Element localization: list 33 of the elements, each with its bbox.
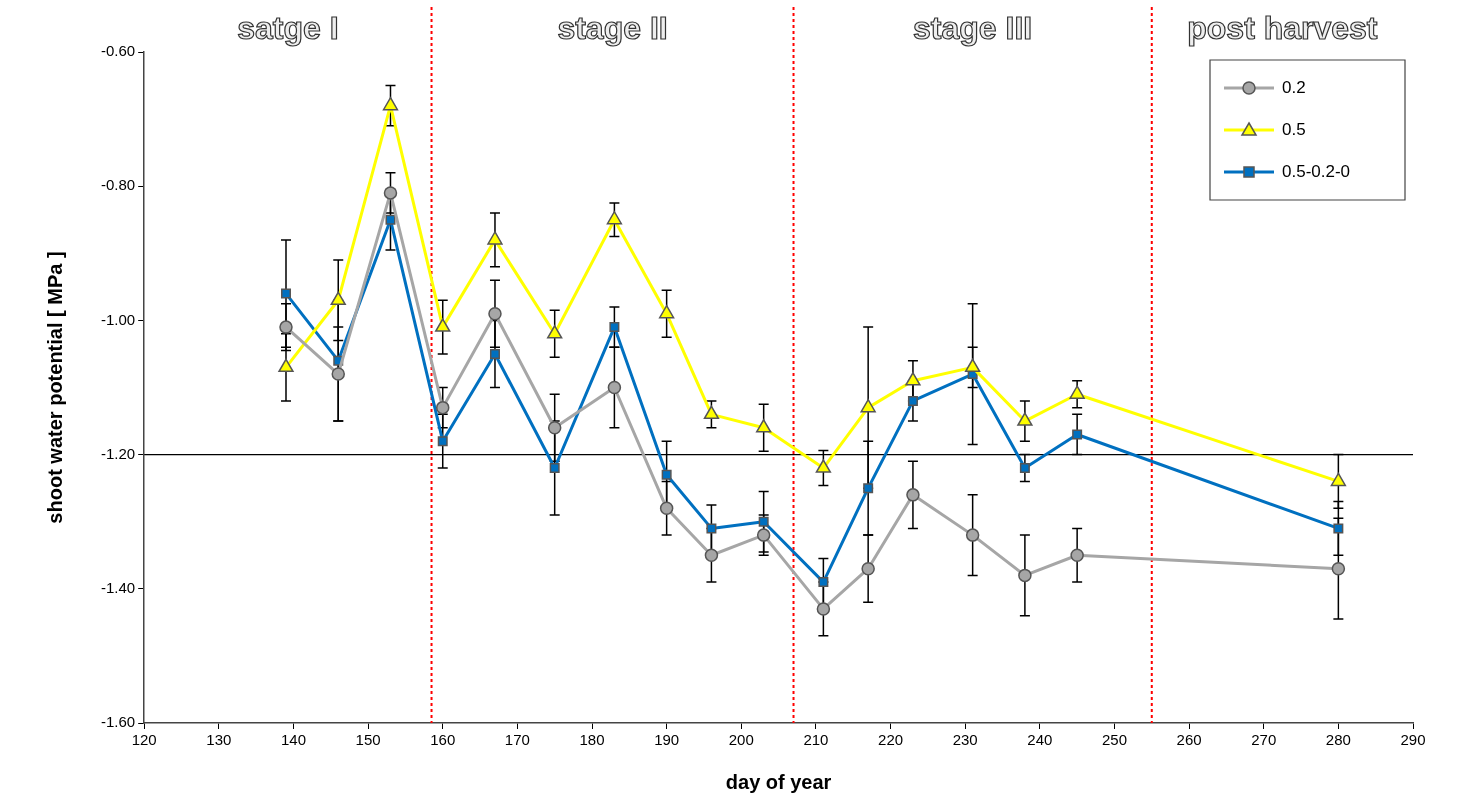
x-tick-label: 130 — [206, 731, 232, 749]
legend-label: 0.2 — [1282, 77, 1306, 97]
y-tick-label: -1.60 — [100, 713, 136, 731]
y-tick-label: -1.00 — [100, 310, 136, 328]
x-tick-label: 140 — [280, 731, 306, 749]
x-tick-label: 270 — [1251, 731, 1277, 749]
y-tick-label: -0.60 — [100, 42, 136, 60]
x-tick-label: 160 — [430, 731, 456, 749]
y-tick-label: -1.20 — [100, 444, 136, 462]
text: stage II — [557, 9, 668, 46]
text: stage III — [913, 9, 1033, 46]
x-tick-label: 280 — [1325, 731, 1351, 749]
y-tick-label: -0.80 — [100, 176, 136, 194]
x-axis-title: day of year — [725, 770, 832, 793]
legend-label: 0.5-0.2-0 — [1282, 161, 1351, 181]
y-tick-label: -1.40 — [100, 578, 136, 596]
y-axis-title: shoot water potential [ MPa ] — [43, 251, 66, 524]
x-tick-label: 180 — [579, 731, 605, 749]
x-tick-label: 230 — [952, 731, 978, 749]
x-tick-label: 210 — [803, 731, 829, 749]
text: post harvest — [1187, 9, 1378, 46]
x-tick-label: 240 — [1027, 731, 1053, 749]
x-tick-label: 220 — [878, 731, 904, 749]
x-tick-label: 170 — [504, 731, 530, 749]
x-tick-label: 250 — [1101, 731, 1127, 749]
x-tick-label: 260 — [1176, 731, 1202, 749]
x-tick-label: 190 — [654, 731, 680, 749]
text: satge I — [237, 9, 339, 46]
legend-label: 0.5 — [1282, 119, 1306, 139]
x-tick-label: 120 — [131, 731, 157, 749]
x-tick-label: 290 — [1400, 731, 1426, 749]
x-tick-label: 150 — [355, 731, 381, 749]
x-tick-label: 200 — [728, 731, 754, 749]
